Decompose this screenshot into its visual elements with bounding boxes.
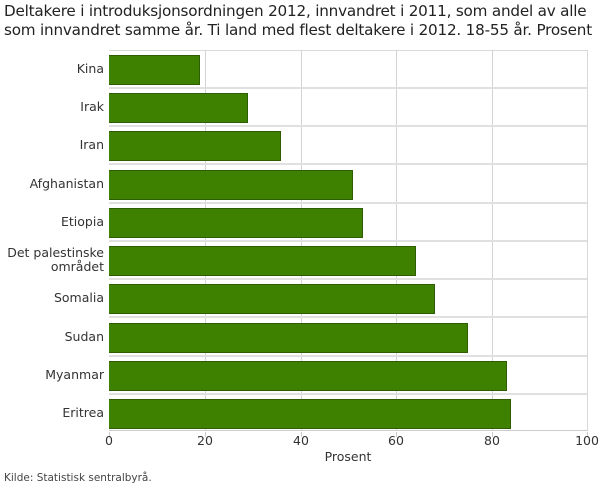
x-tick-label-60: 60 [388, 433, 404, 448]
row-separator [109, 355, 587, 357]
chart-title: Deltakere i introduksjonsordningen 2012,… [4, 2, 592, 39]
bar-somalia [109, 284, 435, 314]
x-tick-100 [587, 432, 588, 437]
row-separator [109, 125, 587, 127]
bar-det-palestinske-omradet [109, 246, 416, 276]
row-separator [109, 163, 587, 165]
plot-area [109, 50, 588, 430]
source-note: Kilde: Statistisk sentralbyrå. [4, 472, 152, 484]
bar-afghanistan [109, 170, 354, 200]
x-tick-label-80: 80 [484, 433, 500, 448]
category-label-somalia: Somalia [53, 290, 104, 305]
bar-iran [109, 131, 282, 161]
row-separator [109, 87, 587, 89]
bar-irak [109, 93, 248, 123]
x-tick-label-20: 20 [197, 433, 213, 448]
x-tick-0 [109, 432, 110, 437]
category-label-det-palestinske-line2: området [50, 259, 104, 274]
row-separator [109, 393, 587, 395]
row-separator [109, 202, 587, 204]
category-label-iran: Iran [79, 137, 104, 152]
x-axis-line [109, 430, 588, 431]
row-separator [109, 278, 587, 280]
category-label-eritrea: Eritrea [62, 405, 104, 420]
x-tick-label-0: 0 [105, 433, 113, 448]
x-tick-label-100: 100 [575, 433, 599, 448]
x-axis-label: Prosent [324, 449, 372, 464]
x-tick-60 [396, 432, 397, 437]
x-tick-20 [205, 432, 206, 437]
category-label-etiopia: Etiopia [61, 214, 104, 229]
category-label-afghanistan: Afghanistan [29, 176, 104, 191]
x-tick-80 [492, 432, 493, 437]
bar-eritrea [109, 399, 512, 429]
x-tick-40 [301, 432, 302, 437]
category-label-kina: Kina [76, 61, 104, 76]
bar-myanmar [109, 361, 507, 391]
category-label-irak: Irak [80, 99, 104, 114]
category-label-sudan: Sudan [64, 329, 104, 344]
bar-kina [109, 55, 200, 85]
row-separator [109, 240, 587, 242]
x-tick-label-40: 40 [293, 433, 309, 448]
bar-etiopia [109, 208, 363, 238]
category-label-det-palestinske-line1: Det palestinske [7, 245, 104, 260]
bar-sudan [109, 323, 469, 353]
category-label-myanmar: Myanmar [45, 367, 104, 382]
row-separator [109, 316, 587, 318]
